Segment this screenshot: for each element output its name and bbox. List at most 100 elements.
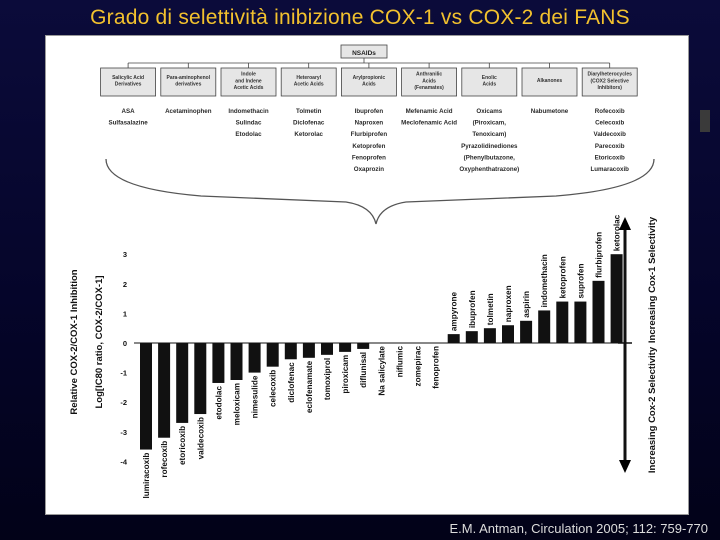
- tree-drug-label: Etodolac: [235, 131, 262, 138]
- tree-drug-label: Tenoxicam): [472, 131, 506, 138]
- y-axis-label: Relative COX-2/COX-1 Inhibition: [69, 269, 80, 414]
- bar-label: etoricoxib: [178, 426, 187, 465]
- selectivity-bar-chart: Relative COX-2/COX-1 Inhibition Log[IC80 …: [69, 214, 623, 499]
- bar-label: ampyrone: [450, 292, 459, 332]
- bar: [483, 328, 496, 343]
- y-tick-label: -2: [120, 398, 127, 407]
- bar-label: ketorolac: [613, 214, 622, 251]
- tree-drug-label: Mefenamic Acid: [406, 108, 453, 115]
- bar-label: flurbiprofen: [595, 232, 604, 278]
- bar: [194, 343, 207, 415]
- bar: [556, 301, 569, 343]
- tree-class-label: Inhibitors): [597, 85, 622, 91]
- tree-drug-label: Indomethacin: [228, 108, 268, 115]
- bar-label: naproxen: [504, 285, 513, 322]
- y-tick-label: -1: [120, 369, 127, 378]
- tree-drug-label: Etoricoxib: [595, 154, 625, 161]
- bar-label: zomepirac: [414, 346, 423, 387]
- bar: [465, 331, 478, 343]
- tree-drug-label: Ketorolac: [294, 131, 323, 138]
- tree-class-label: Diarylheterocycles: [587, 72, 632, 78]
- bar: [176, 343, 189, 423]
- y-tick-label: -4: [120, 457, 127, 466]
- arrow-label-cox2: Increasing Cox-2 Selectivity: [647, 346, 658, 473]
- tree-class-label: Acetic Acids: [294, 82, 324, 88]
- bar: [230, 343, 243, 380]
- bar-label: diflunisal: [359, 352, 368, 388]
- curly-brace: [105, 158, 655, 225]
- tree-class-label: Derivatives: [115, 82, 142, 88]
- tree-class-label: Acids: [362, 82, 376, 88]
- bar-label: ketoprofen: [558, 256, 567, 298]
- bar-label: etodolac: [214, 386, 223, 420]
- tree-drug-label: Sulindac: [236, 120, 262, 127]
- tree-drug-label: (Piroxicam,: [473, 120, 507, 127]
- tree-drug-label: Nabumetone: [531, 108, 569, 115]
- tree-class-label: Acids: [482, 82, 496, 88]
- bar-label: valdecoxib: [196, 417, 205, 459]
- tree-class-label: and Indene: [235, 78, 262, 84]
- tree-drug-label: Valdecoxib: [594, 131, 627, 138]
- tree-drug-label: Acetaminophen: [165, 108, 212, 115]
- tree-class-box: [100, 67, 156, 97]
- tree-drug-label: Ibuprofen: [355, 108, 384, 115]
- bar-label: Na salicylate: [377, 346, 386, 396]
- tree-drug-label: Fenoprofen: [352, 154, 386, 161]
- y-tick-label: 1: [123, 309, 127, 318]
- tree-class-box: [401, 67, 458, 97]
- tree-class-box: [521, 67, 578, 97]
- slide-title: Grado di selettività inibizione COX-1 vs…: [90, 6, 630, 29]
- tree-class-label: Alkanones: [537, 78, 563, 84]
- bar-label: tomoxiprol: [323, 358, 332, 400]
- bar-label: ibuprofen: [468, 290, 477, 328]
- tree-drug-label: Oxyphenthatrazone): [459, 166, 519, 173]
- tree-class-box: [340, 67, 397, 97]
- bar-label: diclofenac: [287, 362, 296, 403]
- decorative-bar: [700, 110, 710, 132]
- bar-label: meloxicam: [233, 383, 242, 425]
- bar-label: piroxicam: [341, 355, 350, 394]
- tree-drug-label: Lumaracoxib: [590, 166, 629, 173]
- bar-label: celecoxib: [269, 370, 278, 407]
- tree-drug-label: (Phenylbutazone,: [464, 154, 516, 161]
- citation: E.M. Antman, Circulation 2005; 112: 759-…: [449, 521, 708, 536]
- bar: [357, 343, 370, 349]
- bar-label: fenoprofen: [432, 346, 441, 389]
- bar: [339, 343, 352, 352]
- tree-class-box: [280, 67, 337, 97]
- brace-path: [105, 158, 655, 225]
- bar-label: indomethacin: [540, 254, 549, 307]
- tree-drug-label: Parecoxib: [595, 143, 625, 150]
- tree-class-label: Salicylic Acid: [112, 75, 144, 81]
- tree-class-label: Arylpropionic: [353, 75, 386, 81]
- bar: [502, 325, 514, 343]
- tree-class-box: [461, 67, 518, 97]
- tree-class-label: Anthranilic: [416, 72, 442, 78]
- bar: [266, 343, 279, 367]
- tree-class-label: Para-aminophenol: [166, 75, 210, 81]
- tree-drug-label: Tolmetin: [296, 108, 322, 115]
- bar: [574, 301, 587, 343]
- tree-class-label: (COX2 Selective: [591, 78, 630, 84]
- bar: [248, 343, 261, 373]
- selectivity-arrows: Increasing Cox-1 Selectivity Increasing C…: [618, 216, 658, 473]
- tree-drug-label: Celecoxib: [595, 120, 624, 127]
- bar-label: tolmetin: [486, 293, 495, 325]
- figure-panel: NSAIDs Salicylic Acid Derivatives ASA Sulfas…: [45, 35, 689, 515]
- tree-class-label: derivatives: [175, 82, 201, 88]
- tree-class-label: Indole: [241, 72, 256, 78]
- tree-drug-label: Sulfasalazine: [108, 120, 148, 127]
- bar-label: nimesulide: [251, 375, 260, 418]
- tree-class-box: [581, 67, 638, 97]
- arrow-up-head: [619, 217, 631, 230]
- y-tick-label: -3: [120, 428, 127, 437]
- bar: [447, 334, 460, 343]
- y-tick-label: 2: [123, 280, 127, 289]
- bar-label: suprofen: [576, 264, 585, 299]
- bar: [158, 343, 171, 438]
- tree-drug-label: Naproxen: [355, 120, 384, 127]
- tree-class-box: [220, 67, 277, 97]
- tree-class-label: Acetic Acids: [234, 85, 264, 91]
